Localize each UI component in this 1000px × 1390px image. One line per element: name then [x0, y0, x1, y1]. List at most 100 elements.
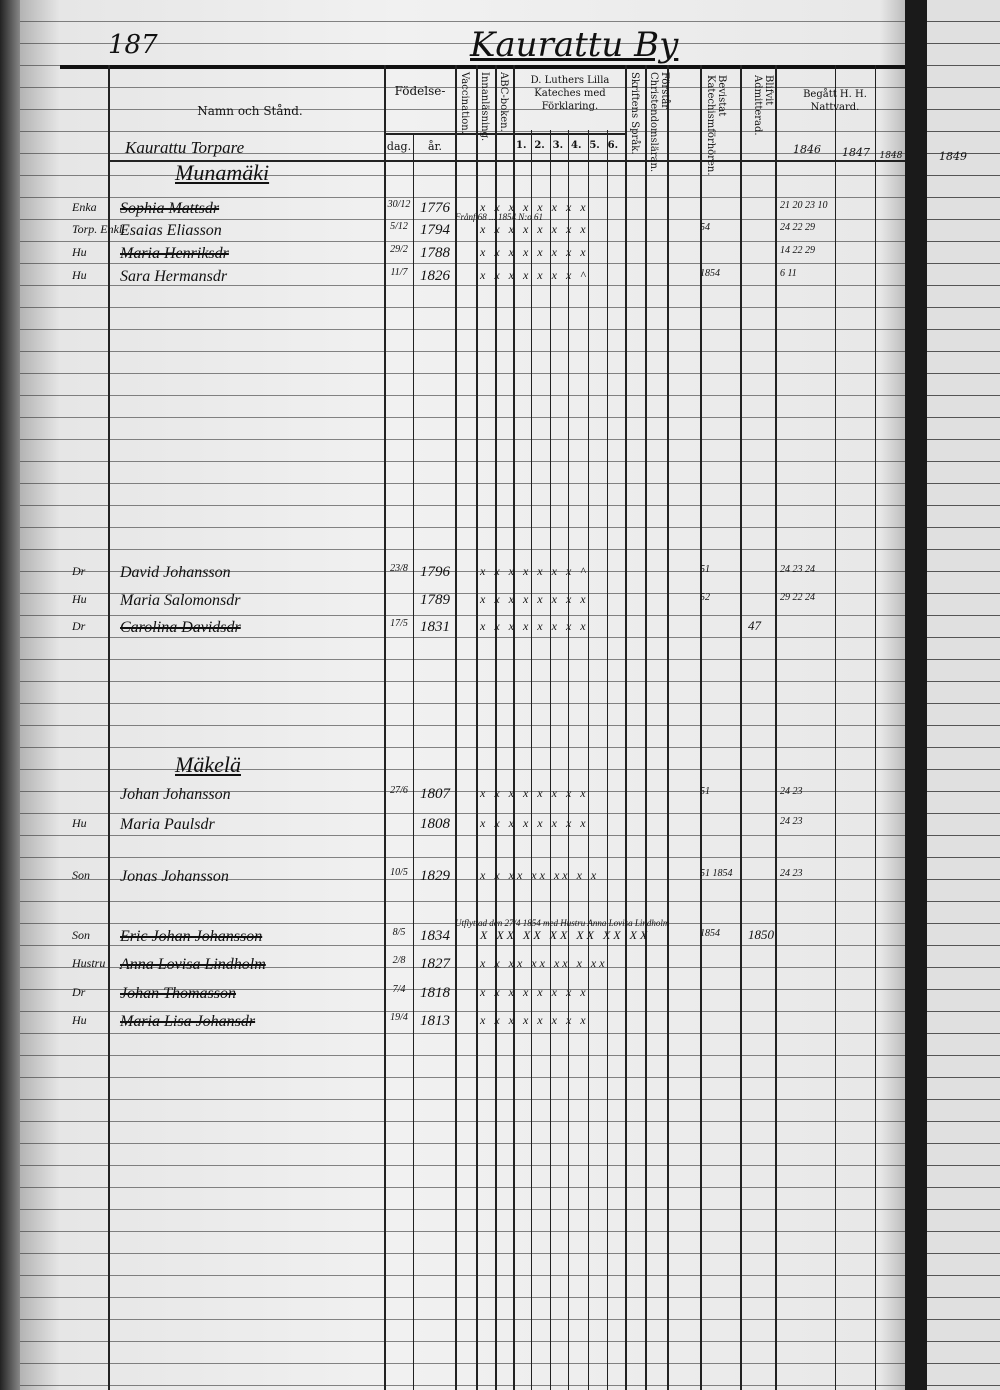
register-row: Hustru Anna Lovisa Lindholm 2/8 1827 x x xx … [0, 954, 905, 976]
header-year: år. [427, 140, 443, 153]
header-abc: ABC-boken. [498, 72, 509, 132]
year-1848: 1848 [879, 151, 903, 161]
person-role: Hu [72, 245, 87, 259]
column-divider [588, 130, 589, 1390]
column-divider [568, 130, 569, 1390]
column-divider [455, 65, 457, 1390]
catechism-marks: x x x x x x x x [480, 1013, 589, 1027]
person-name: Carolina Davidsdr [120, 619, 241, 636]
column-divider [495, 65, 497, 1390]
register-row: Dr David Johansson 23/8 1796 x x x x x x x ^… [0, 562, 905, 584]
next-page-year: 1849 [939, 150, 967, 163]
person-name: Sophia Mattsdr [120, 200, 220, 217]
communion-dates: 29 22 24 [780, 592, 815, 603]
person-role: Hustru [72, 956, 106, 970]
catechism-marks: X XX XX XX XX XX XX [480, 928, 651, 942]
person-name: Jonas Johansson [120, 868, 229, 885]
catechism-marks: x x x x x x x x [480, 222, 589, 236]
birth-day: 10/5 [390, 867, 408, 878]
person-role: Dr [72, 564, 86, 578]
year-1847: 1847 [842, 146, 870, 159]
birth-day: 29/2 [390, 244, 408, 255]
header-birth: Födelse- [394, 84, 446, 98]
communion-dates: 21 20 23 10 [780, 200, 828, 211]
person-name: Maria Henriksdr [120, 245, 229, 262]
header-scripture: Skriftens Språk. [629, 72, 640, 155]
header-attended: Bevistat Katechismförhören. [705, 75, 727, 176]
attended-value: 1854 [700, 928, 720, 939]
register-row: Johan Johansson 27/6 1807 x x x x x x x x 51… [0, 784, 905, 806]
birth-day: 5/12 [390, 221, 408, 232]
section-title: Munamäki [175, 160, 270, 185]
header-subrule [384, 133, 625, 135]
birth-day: 8/5 [392, 927, 406, 938]
year-1846: 1846 [793, 143, 821, 156]
person-role: Hu [72, 1013, 87, 1027]
birth-year: 1829 [420, 868, 450, 884]
register-row: Hu Maria Lisa Johansdr 19/4 1813 x x x x x x… [0, 1011, 905, 1033]
register-row: Torp. Enkl. Esaias Eliasson 5/12 1794 x x x … [0, 212, 905, 242]
person-name: Maria Salomonsdr [120, 592, 241, 609]
header-understands: Förstår Christendomsläran. [648, 72, 670, 173]
communion-dates: 14 22 29 [780, 245, 815, 256]
register-row: Hu Maria Henriksdr 29/2 1788 x x x x x x x x… [0, 243, 905, 265]
header-bottom-rule [110, 160, 905, 162]
person-name: David Johansson [120, 564, 231, 581]
person-role: Son [72, 868, 90, 882]
column-divider [645, 65, 647, 1390]
birth-year: 1827 [420, 956, 450, 972]
person-name: Johan Johansson [120, 786, 231, 803]
communion-dates: 24 23 [780, 786, 803, 797]
column-divider [550, 130, 551, 1390]
birth-year: 1834 [420, 928, 450, 944]
part-label: 6. [607, 140, 619, 151]
column-divider [667, 65, 669, 1390]
margin-note: Frånf 68 ... 1854 N:o 61 [455, 212, 544, 222]
birth-year: 1831 [420, 619, 450, 635]
admitted-value: 1850 [748, 927, 774, 942]
birth-day: 30/12 [387, 199, 411, 210]
catechism-marks: x x x x x x x x [480, 619, 589, 633]
person-role: Enka [72, 200, 97, 214]
column-divider [384, 65, 386, 1390]
part-label: 4. [570, 140, 582, 151]
header-communion: Begått H. H. Nattvard. [803, 89, 867, 113]
folio-number: 187 [108, 30, 158, 60]
column-divider [607, 130, 608, 1390]
birth-day: 19/4 [390, 1012, 408, 1023]
person-role: Hu [72, 816, 87, 830]
person-name: Maria Lisa Johansdr [120, 1013, 256, 1030]
birth-year: 1788 [420, 245, 450, 261]
communion-dates: 24 23 [780, 868, 803, 879]
part-label: 2. [534, 140, 545, 151]
birth-year: 1794 [420, 222, 450, 238]
birth-day: 23/8 [390, 563, 408, 574]
register-row: Son Jonas Johansson 10/5 1829 x x xx xx xx x… [0, 866, 905, 888]
catechism-marks: x x x x x x x x [480, 985, 589, 999]
admitted-value: 47 [748, 618, 761, 633]
register-row: Hu Maria Paulsdr 1808 x x x x x x x x 24 23 [0, 814, 905, 836]
subtitle: Kaurattu Torpare [125, 138, 245, 157]
header-catechism: D. Luthers Lilla Kateches med Förklaring… [530, 75, 610, 112]
attended-value: 52 [700, 592, 710, 603]
page-edge [0, 0, 20, 1390]
birth-year: 1818 [420, 985, 450, 1001]
person-role: Dr [72, 985, 86, 999]
communion-dates: 24 23 24 [780, 564, 815, 575]
register-row: Hu Sara Hermansdr 11/7 1826 x x x x x x x ^ 1… [0, 266, 905, 288]
catechism-marks: x x x x x x x x [480, 592, 589, 606]
register-row: Enka Sophia Mattsdr 30/12 1776 x x x x x x x… [0, 198, 905, 220]
attended-value: 51 1854 [700, 868, 733, 879]
register-row: Son Eric Johan Johansson 8/5 1834 X XX XX XX… [0, 918, 905, 948]
column-divider [875, 65, 876, 1390]
person-name: Esaias Eliasson [120, 222, 222, 239]
header-admitted: Blifvit Admitterad. [752, 75, 774, 136]
column-divider [625, 65, 627, 1390]
birth-day: 11/7 [390, 267, 408, 278]
catechism-marks: x x x x x x x ^ [480, 564, 589, 578]
header-vaccination: Vaccination. [459, 72, 470, 134]
register-row: Dr Carolina Davidsdr 17/5 1831 x x x x x x x… [0, 617, 905, 639]
catechism-marks: x x xx xx xx x x [480, 868, 600, 882]
communion-dates: 24 23 [780, 816, 803, 827]
